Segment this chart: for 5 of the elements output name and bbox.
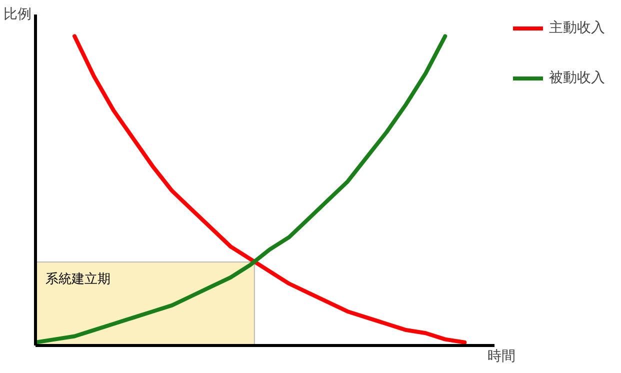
band-label: 系統建立期 [46,270,110,287]
legend-label: 被動收入 [549,69,605,87]
x-axis-title: 時間 [488,348,516,364]
legend-label: 主動收入 [549,19,605,37]
y-axis-title: 比例 [4,6,32,22]
